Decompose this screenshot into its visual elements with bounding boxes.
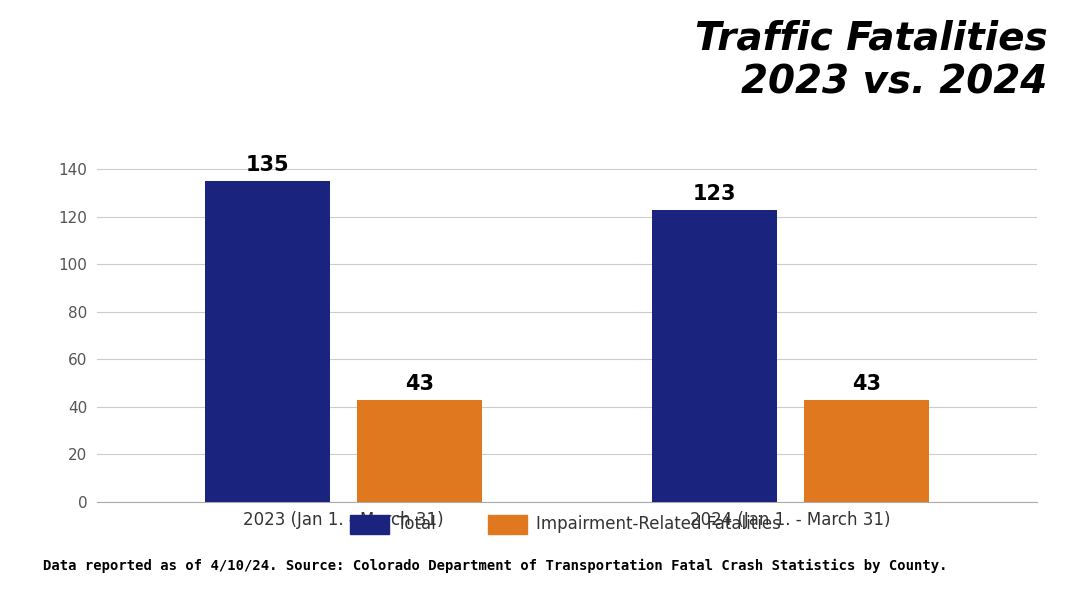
Bar: [204, 181, 329, 502]
Bar: [350, 516, 389, 534]
Text: 123: 123: [693, 184, 737, 204]
Text: Traffic Fatalities: Traffic Fatalities: [694, 19, 1048, 57]
Text: Data reported as of 4/10/24. Source: Colorado Department of Transportation Fatal: Data reported as of 4/10/24. Source: Col…: [43, 559, 948, 573]
Text: 135: 135: [245, 155, 289, 175]
Text: 2023 vs. 2024: 2023 vs. 2024: [741, 63, 1048, 101]
Text: 43: 43: [405, 374, 434, 393]
Bar: [488, 516, 527, 534]
Bar: [652, 210, 778, 502]
Text: 43: 43: [852, 374, 881, 393]
Bar: [805, 399, 930, 502]
Text: Impairment-Related Fatalities: Impairment-Related Fatalities: [536, 516, 781, 533]
Bar: [356, 399, 482, 502]
Text: Total: Total: [397, 516, 436, 533]
